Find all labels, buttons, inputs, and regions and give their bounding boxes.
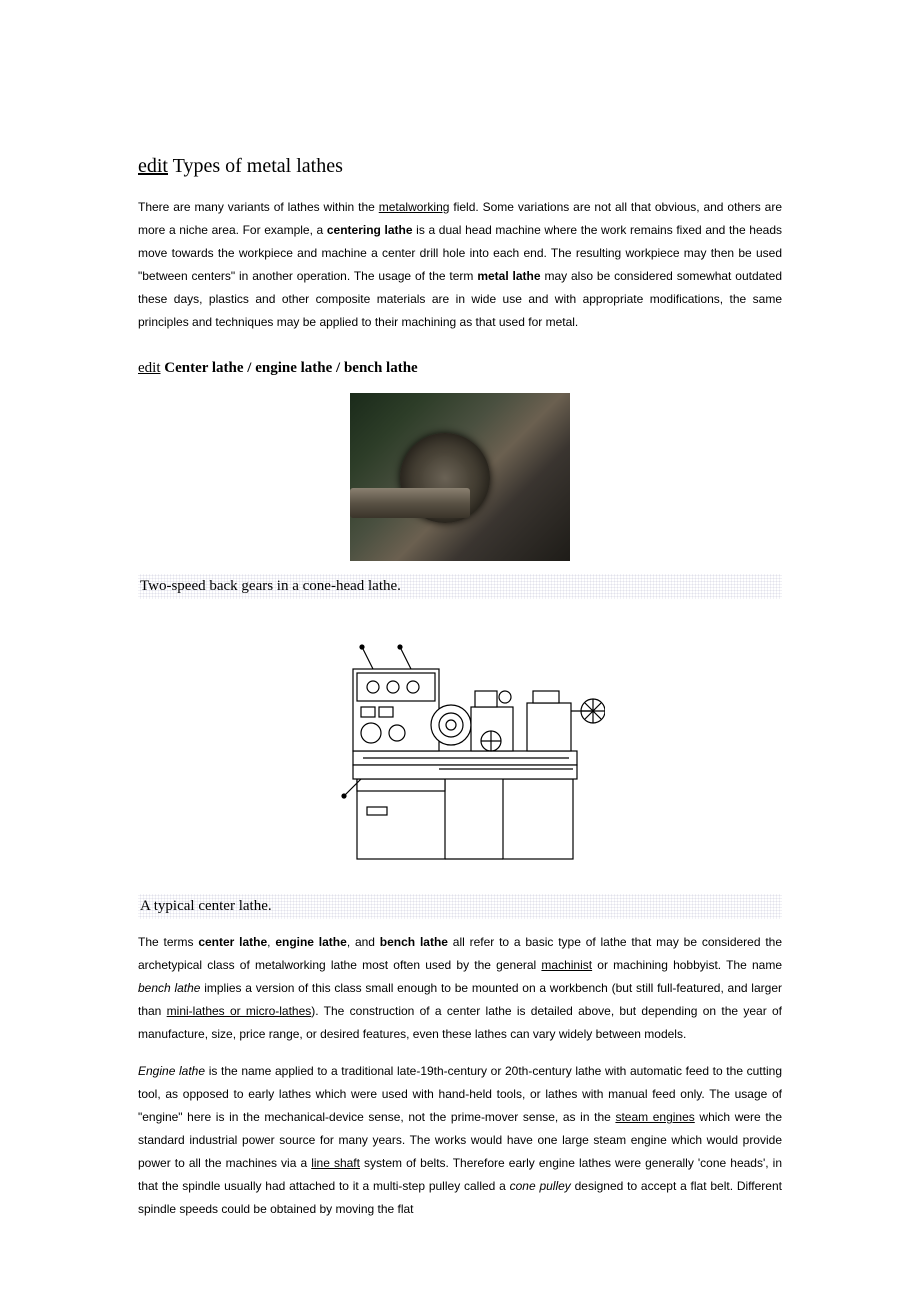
- section2-paragraph-1: The terms center lathe, engine lathe, an…: [138, 931, 782, 1046]
- text-run: or machining hobbyist. The name: [592, 958, 782, 972]
- bold-center-lathe: center lathe: [198, 935, 267, 949]
- diagram-center-lathe: [315, 611, 605, 886]
- link-line-shaft[interactable]: line shaft: [311, 1156, 360, 1170]
- edit-link-text: edit: [138, 155, 168, 177]
- figure-photo: [138, 393, 782, 566]
- figure-diagram: [138, 611, 782, 886]
- section2-paragraph-2: Engine lathe is the name applied to a tr…: [138, 1060, 782, 1221]
- link-machinist[interactable]: machinist: [541, 958, 592, 972]
- text-run: The terms: [138, 935, 198, 949]
- bold-bench-lathe: bench lathe: [380, 935, 448, 949]
- bold-metal-lathe: metal lathe: [477, 269, 540, 283]
- link-text: line shaft: [311, 1156, 360, 1170]
- bold-engine-lathe: engine lathe: [275, 935, 347, 949]
- link-steam-engines[interactable]: steam engines: [615, 1110, 694, 1124]
- italic-engine-lathe: Engine lathe: [138, 1064, 205, 1078]
- link-text: mini-lathes or micro-lathes: [167, 1004, 312, 1018]
- section-heading-types: edit Types of metal lathes: [138, 155, 782, 178]
- italic-bench-lathe: bench lathe: [138, 981, 200, 995]
- link-text: metalworking: [379, 200, 450, 214]
- text-run: There are many variants of lathes within…: [138, 200, 379, 214]
- heading-text: Center lathe / engine lathe / bench lath…: [161, 360, 418, 376]
- heading-text: Types of metal lathes: [168, 155, 343, 177]
- text-run: , and: [347, 935, 380, 949]
- photo-back-gears: [350, 393, 570, 561]
- edit-link[interactable]: edit: [138, 155, 168, 177]
- section1-paragraph: There are many variants of lathes within…: [138, 196, 782, 334]
- caption-back-gears: Two-speed back gears in a cone-head lath…: [138, 574, 782, 599]
- link-mini-lathes[interactable]: mini-lathes or micro-lathes: [167, 1004, 312, 1018]
- link-text: machinist: [541, 958, 592, 972]
- caption-center-lathe: A typical center lathe.: [138, 894, 782, 919]
- link-text: steam engines: [615, 1110, 694, 1124]
- document-page: edit Types of metal lathes There are man…: [0, 0, 920, 1295]
- bold-centering-lathe: centering lathe: [327, 223, 413, 237]
- italic-cone-pulley: cone pulley: [510, 1179, 571, 1193]
- edit-link[interactable]: edit: [138, 360, 161, 376]
- section-heading-center-lathe: edit Center lathe / engine lathe / bench…: [138, 360, 782, 377]
- edit-link-text: edit: [138, 360, 161, 376]
- link-metalworking[interactable]: metalworking: [379, 200, 450, 214]
